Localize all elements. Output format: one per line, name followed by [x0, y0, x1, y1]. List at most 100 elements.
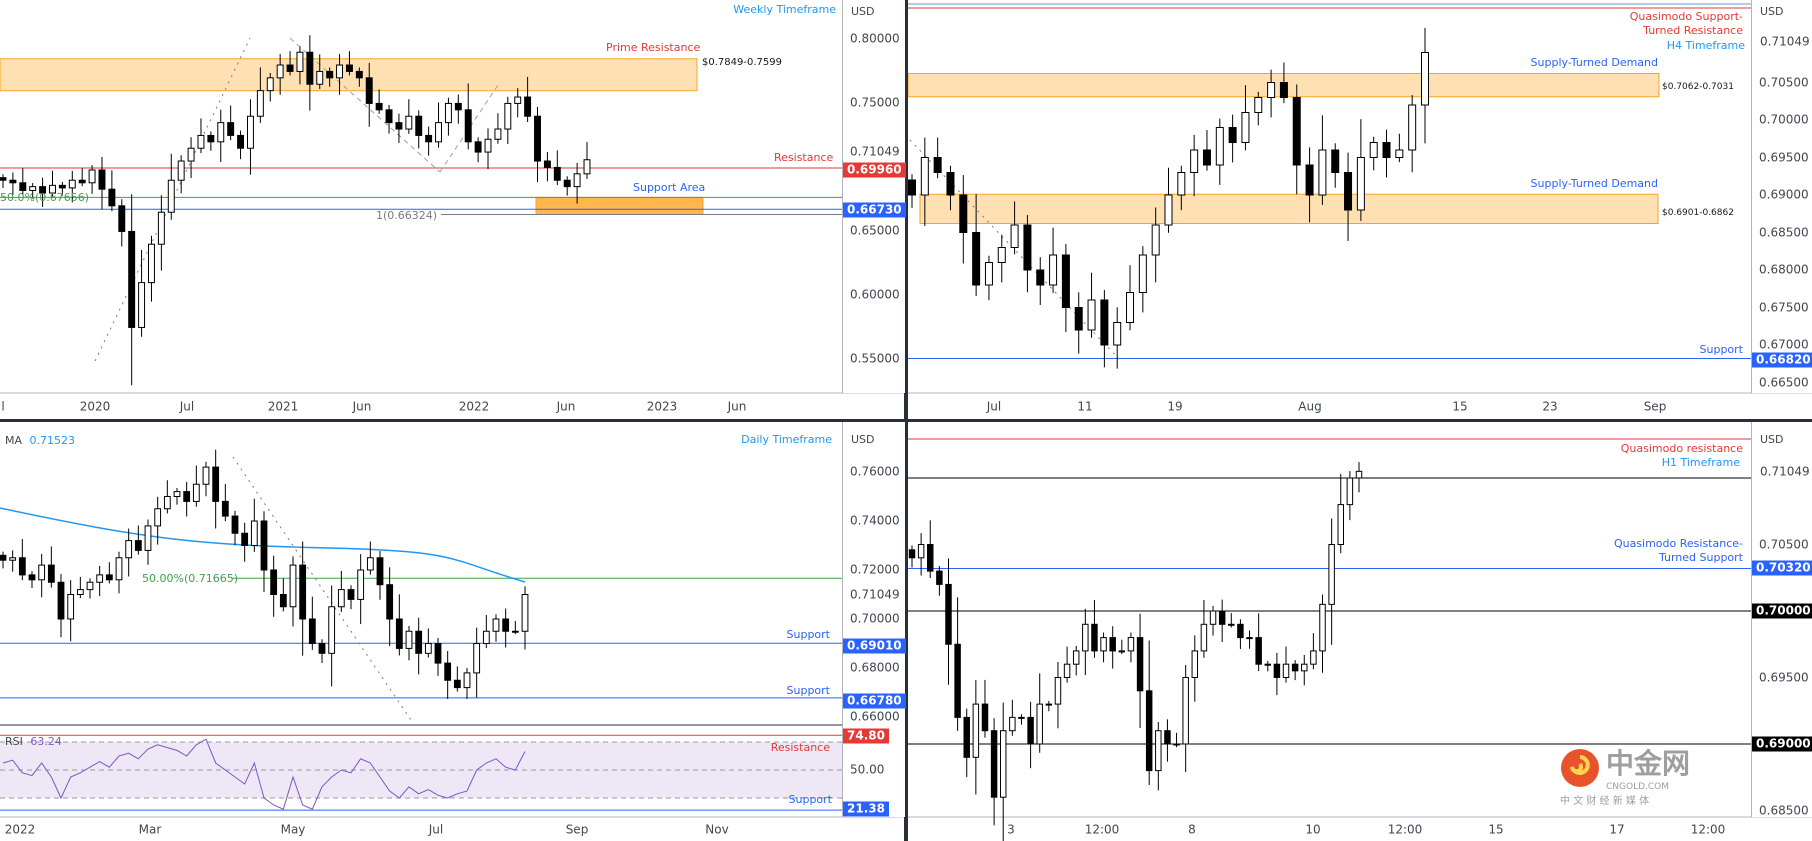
weekly-candle [395, 122, 403, 130]
weekly-candle [385, 109, 393, 124]
h1-candle [917, 544, 925, 559]
daily-currency: USD [851, 433, 875, 446]
h1-candle [1109, 637, 1116, 652]
daily-candle [86, 581, 94, 591]
h1-070-badge: 0.70000 [1752, 603, 1812, 619]
h4-candle [1305, 164, 1314, 196]
weekly-date-label: Jun [556, 399, 576, 414]
weekly-candle [345, 64, 353, 72]
weekly-price-tick: 0.60000 [850, 287, 900, 302]
daily-price-tick: 0.66000 [850, 709, 900, 724]
weekly-candle [0, 177, 7, 181]
daily-price-tick: 0.72000 [850, 562, 900, 577]
watermark-tagline: 中 文 财 经 新 媒 体 [1560, 796, 1650, 807]
h4-candle [1356, 157, 1365, 211]
daily-candle [328, 606, 336, 654]
h1-price-tick: 0.70500 [1759, 537, 1809, 551]
daily-candle [221, 500, 229, 517]
h4-candle [1010, 224, 1019, 248]
daily-price-axis[interactable] [842, 422, 905, 817]
daily-candle [18, 557, 26, 576]
h1-candle [1091, 623, 1098, 652]
weekly-candle [336, 64, 344, 79]
h4-candle [1061, 254, 1070, 308]
ma-indicator-label[interactable]: MA 0.71523 [5, 435, 75, 447]
h4-candle [1318, 149, 1327, 196]
watermark-logo: 中金网 CNGOLD.COM 中 文 财 经 新 媒 体 [1560, 748, 1745, 812]
daily-candle [0, 554, 7, 561]
daily-candle [76, 589, 84, 595]
daily-candle [212, 466, 220, 502]
daily-dotted-trendline [232, 456, 412, 721]
h4-price-tick: 0.69000 [1759, 187, 1809, 202]
weekly-resistance-label: Resistance [774, 151, 834, 164]
h1-candle [1127, 637, 1135, 652]
weekly-candle [58, 184, 66, 189]
weekly-candle [355, 70, 363, 79]
h4-candle [1408, 104, 1417, 151]
weekly-candle [217, 122, 225, 143]
h4-date-label: Aug [1298, 399, 1322, 414]
h4-candle [1215, 127, 1224, 166]
daily-candle [163, 496, 171, 510]
weekly-candle [256, 90, 264, 117]
weekly-price-axis[interactable] [842, 0, 905, 393]
h4-candle [1113, 322, 1122, 346]
daily-candle [270, 569, 278, 595]
weekly-date-label: 2022 [458, 399, 490, 414]
h4-current-price: 0.71049 [1760, 34, 1810, 49]
weekly-candle [375, 102, 383, 111]
weekly-candle [88, 169, 96, 184]
horizontal-pane-separator[interactable] [0, 419, 1812, 422]
daily-candle [492, 618, 500, 632]
h1-date-label: 12:00 [1387, 822, 1423, 837]
h4-candle [1228, 127, 1237, 143]
h1-date-label: 15 [1488, 822, 1504, 837]
rsi-indicator-label[interactable]: RSI 63.24 [5, 736, 62, 748]
h4-candle [959, 194, 968, 233]
h4-timeframe-title: H4 Timeframe [1666, 39, 1745, 52]
h1-candle [999, 730, 1007, 798]
weekly-date-label: Jun [352, 399, 372, 414]
weekly-timeframe-title: Weekly Timeframe [733, 3, 836, 16]
daily-candle [115, 557, 123, 581]
rsi-resistance-label: Resistance [770, 741, 830, 754]
h4-date-label: 15 [1452, 399, 1468, 414]
h4-quasimodo-label-1: Quasimodo Support- [1629, 10, 1743, 23]
daily-candle [28, 574, 36, 581]
weekly-candle [266, 77, 274, 92]
weekly-candle [108, 188, 116, 207]
daily-candle [47, 564, 55, 583]
h1-quasimodo-resistance-label: Quasimodo resistance [1620, 442, 1743, 455]
h1-price-axis[interactable] [1751, 422, 1812, 817]
rsi-value: 63.24 [30, 735, 62, 748]
h1-candle [1191, 650, 1199, 679]
h4-candle [1202, 149, 1211, 166]
h1-date-label: 12:00 [1084, 822, 1120, 837]
h1-candle [1246, 637, 1253, 640]
h4-candle [933, 157, 942, 173]
h4-price-axis[interactable] [1751, 0, 1812, 393]
watermark-domain: CNGOLD.COM [1606, 782, 1670, 792]
weekly-candle [29, 186, 37, 191]
h4-price-tick: 0.69500 [1759, 150, 1809, 164]
h4-date-label: 19 [1167, 399, 1183, 414]
weekly-date-label: Jun [727, 399, 747, 414]
weekly-current-price: 0.71049 [850, 144, 900, 159]
daily-candle [125, 540, 133, 559]
daily-candle [231, 515, 239, 534]
h4-dotted-trendline [909, 139, 1121, 361]
h1-candle [1273, 663, 1281, 679]
daily-candle [521, 594, 529, 632]
weekly-candle [148, 243, 155, 284]
weekly-candle [9, 179, 17, 184]
daily-price-tick: 0.70000 [850, 611, 900, 626]
weekly-candle [98, 169, 106, 190]
h1-candle [1145, 690, 1153, 772]
h4-candle [1292, 97, 1301, 166]
weekly-candle [138, 282, 146, 328]
h1-candle [963, 716, 970, 758]
daily-candle [289, 564, 297, 608]
weekly-candle [534, 115, 541, 162]
h1-candle [1282, 663, 1290, 679]
